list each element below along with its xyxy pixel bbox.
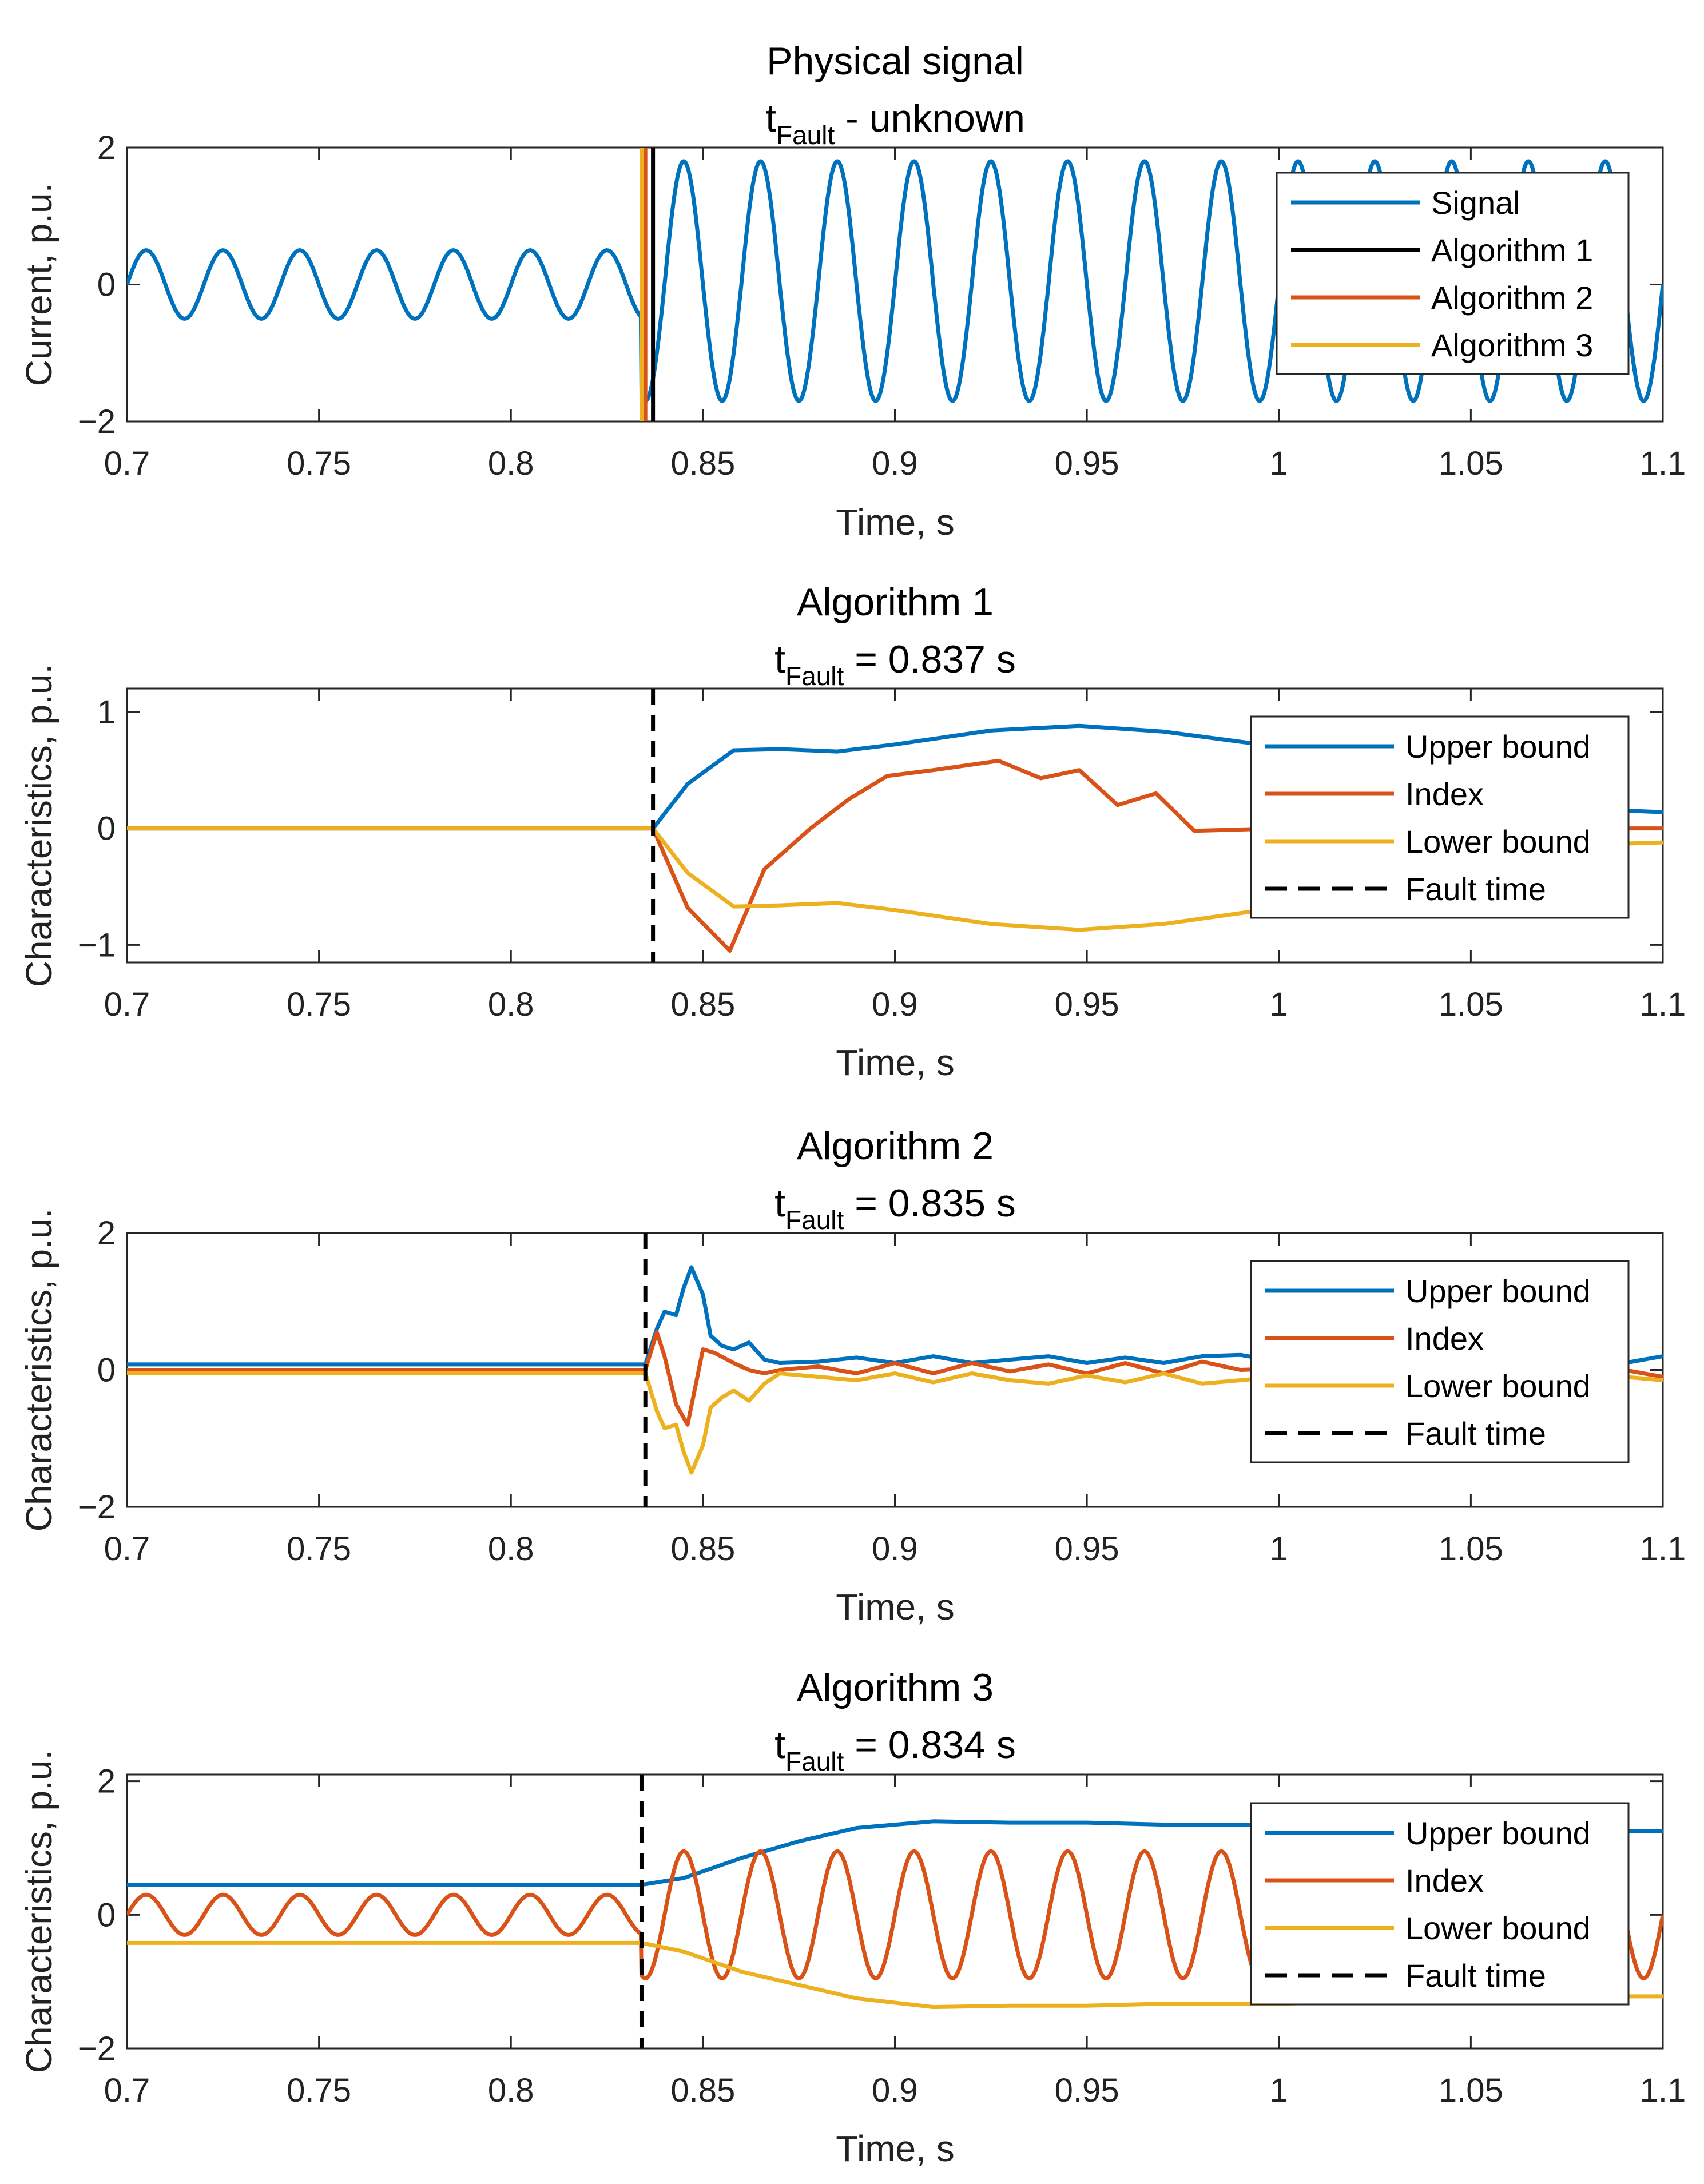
x-tick-label: 0.75: [287, 986, 351, 1023]
chart-subtitle: tFault = 0.834 s: [774, 1723, 1016, 1776]
x-tick-label: 0.95: [1055, 1530, 1119, 1568]
y-tick-label: 2: [97, 129, 116, 166]
legend-box: [1250, 1802, 1630, 2006]
x-tick-label: 0.85: [670, 986, 735, 1023]
legend-box: [1276, 172, 1630, 375]
legend-entry: Lower bound: [1405, 1368, 1591, 1404]
chart-panel-3: Algorithm 2 tFault = 0.835 s 0.7 0.75 0.8 0.8…: [18, 1124, 1686, 1628]
legend-box: [1250, 715, 1630, 919]
x-tick-label: 0.7: [104, 1530, 150, 1568]
x-tick-label: 0.8: [488, 2072, 534, 2109]
legend-entry: Index: [1405, 1863, 1484, 1899]
data-layer: [127, 148, 1663, 421]
legend-entry: Fault time: [1405, 1415, 1546, 1451]
legend-entry: Upper bound: [1405, 729, 1591, 765]
legend-entry: Algorithm 3: [1431, 327, 1593, 363]
chart-panel-2: Algorithm 1 tFault = 0.837 s 0.7 0.75 0.8 0.8…: [18, 580, 1686, 1083]
x-tick-label: 0.85: [670, 1530, 735, 1568]
legend-entry: Fault time: [1405, 1958, 1546, 1994]
y-tick-label: 2: [97, 1763, 116, 1800]
legend-entry: Index: [1405, 1320, 1484, 1356]
chart-panel-4: Algorithm 3 tFault = 0.834 s 0.7 0.75 0.8 0.8…: [18, 1666, 1686, 2169]
x-tick-label: 0.95: [1055, 986, 1119, 1023]
y-tick-label: −2: [78, 1489, 116, 1526]
legend-entry: Signal: [1431, 185, 1520, 221]
y-tick-label: −1: [78, 926, 116, 964]
x-tick-label: 1.05: [1439, 1530, 1503, 1568]
y-tick-label: 2: [97, 1215, 116, 1252]
x-tick-label: 1.1: [1640, 445, 1686, 482]
legend-entry: Algorithm 1: [1431, 232, 1593, 268]
x-tick-label: 0.9: [872, 986, 918, 1023]
x-tick-label: 0.95: [1055, 2072, 1119, 2109]
x-tick-label: 0.7: [104, 445, 150, 482]
legend-box: [1250, 1260, 1630, 1463]
y-axis-label: Characteristics, p.u.: [18, 1750, 59, 2074]
chart-panel-1: Physical signal tFault - unknown 0.7 0.75 0.…: [18, 39, 1686, 543]
y-tick-label: −2: [78, 2030, 116, 2067]
x-axis-label: Time, s: [836, 1042, 954, 1083]
x-tick-label: 0.85: [670, 2072, 735, 2109]
x-tick-label: 0.9: [872, 1530, 918, 1568]
chart-title: Algorithm 2: [797, 1124, 994, 1168]
x-tick-label: 0.75: [287, 445, 351, 482]
legend-entry: Index: [1405, 776, 1484, 812]
legend-entry: Upper bound: [1405, 1273, 1591, 1309]
x-axis-label: Time, s: [836, 502, 954, 543]
chart-title: Algorithm 1: [797, 580, 994, 624]
chart-title: Algorithm 3: [797, 1666, 994, 1709]
y-tick-label: 1: [97, 694, 116, 731]
legend-entry: Fault time: [1405, 871, 1546, 907]
legend-entry: Upper bound: [1405, 1815, 1591, 1851]
chart-title: Physical signal: [766, 39, 1024, 83]
x-tick-label: 0.7: [104, 986, 150, 1023]
y-tick-label: 0: [97, 1352, 116, 1389]
x-tick-label: 0.75: [287, 1530, 351, 1568]
x-tick-label: 0.8: [488, 986, 534, 1023]
x-tick-label: 1: [1270, 2072, 1288, 2109]
series-signal: [127, 159, 1663, 403]
x-tick-label: 1: [1270, 1530, 1288, 1568]
x-tick-label: 1.05: [1439, 986, 1503, 1023]
y-axis-label: Characteristics, p.u.: [18, 664, 59, 988]
legend-entry: Lower bound: [1405, 824, 1591, 860]
x-axis-label: Time, s: [836, 2128, 954, 2169]
x-axis-label: Time, s: [836, 1586, 954, 1628]
x-tick-label: 1.1: [1640, 986, 1686, 1023]
x-tick-label: 0.95: [1055, 445, 1119, 482]
x-tick-label: 1: [1270, 445, 1288, 482]
x-tick-label: 1: [1270, 986, 1288, 1023]
y-tick-label: 0: [97, 810, 116, 848]
x-tick-label: 1.05: [1439, 445, 1503, 482]
x-tick-label: 1.1: [1640, 2072, 1686, 2109]
y-axis-label: Current, p.u.: [18, 183, 59, 387]
x-tick-label: 0.75: [287, 2072, 351, 2109]
chart-subtitle: tFault - unknown: [765, 97, 1025, 150]
chart-subtitle: tFault = 0.835 s: [774, 1181, 1016, 1235]
x-tick-label: 0.9: [872, 2072, 918, 2109]
x-tick-label: 1.1: [1640, 1530, 1686, 1568]
x-tick-label: 0.9: [872, 445, 918, 482]
y-tick-label: 0: [97, 1896, 116, 1934]
legend-entry: Algorithm 2: [1431, 280, 1593, 316]
y-axis-label: Characteristics, p.u.: [18, 1208, 59, 1532]
x-tick-label: 0.7: [104, 2072, 150, 2109]
chart-subtitle: tFault = 0.837 s: [774, 638, 1016, 691]
x-tick-label: 0.8: [488, 1530, 534, 1568]
x-tick-label: 0.85: [670, 445, 735, 482]
y-tick-label: −2: [78, 403, 116, 440]
x-tick-label: 1.05: [1439, 2072, 1503, 2109]
legend-entry: Lower bound: [1405, 1910, 1591, 1946]
y-tick-label: 0: [97, 266, 116, 304]
x-tick-label: 0.8: [488, 445, 534, 482]
